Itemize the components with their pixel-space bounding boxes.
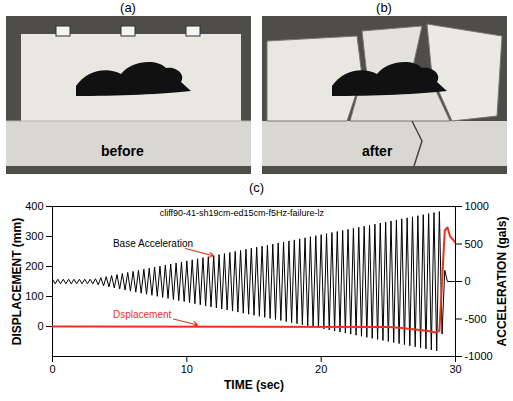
svg-text:0: 0 bbox=[37, 320, 43, 332]
html-text:(c): (c) bbox=[248, 180, 265, 195]
svg-text:-1000: -1000 bbox=[465, 350, 493, 362]
svg-text:-500: -500 bbox=[465, 313, 487, 325]
html-text:(a): (a) bbox=[120, 0, 136, 15]
svg-text:30: 30 bbox=[449, 363, 461, 375]
svg-text:100: 100 bbox=[25, 290, 43, 302]
svg-text:DISPLACEMENT (mm): DISPLACEMENT (mm) bbox=[10, 218, 24, 345]
svg-text:10: 10 bbox=[181, 363, 193, 375]
svg-text:500: 500 bbox=[465, 238, 483, 250]
svg-text:ACCELERATION (gals): ACCELERATION (gals) bbox=[495, 217, 509, 347]
svg-text:Dsplacement: Dsplacement bbox=[113, 309, 172, 320]
svg-text:0: 0 bbox=[465, 275, 471, 287]
svg-text:1000: 1000 bbox=[465, 200, 489, 212]
html-text:(b): (b) bbox=[376, 0, 392, 15]
svg-text:cliff90-41-sh19cm-ed15cm-f5Hz-: cliff90-41-sh19cm-ed15cm-f5Hz-failure-lz bbox=[160, 208, 325, 218]
svg-text:0: 0 bbox=[49, 363, 55, 375]
svg-text:400: 400 bbox=[25, 200, 43, 212]
svg-text:300: 300 bbox=[25, 230, 43, 242]
svg-text:20: 20 bbox=[315, 363, 327, 375]
svg-text:Base Acceleration: Base Acceleration bbox=[113, 238, 193, 249]
svg-text:200: 200 bbox=[25, 260, 43, 272]
svg-text:after: after bbox=[362, 143, 393, 159]
svg-text:TIME (sec): TIME (sec) bbox=[224, 378, 284, 392]
svg-text:before: before bbox=[101, 143, 144, 159]
